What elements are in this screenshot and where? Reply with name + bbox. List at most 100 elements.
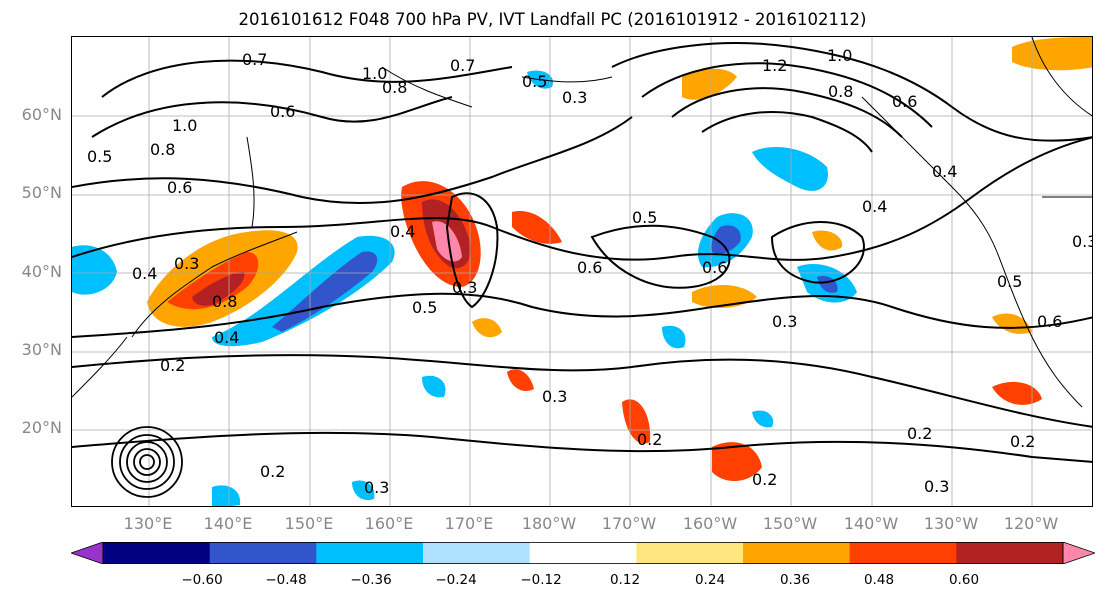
contour-label: 1.0 — [362, 64, 387, 83]
lat-label: 60°N — [21, 105, 62, 124]
colorbar-tick-label: −0.24 — [435, 572, 477, 588]
contour-label: 0.3 — [452, 278, 477, 297]
contour-label: 0.6 — [577, 258, 602, 277]
coastlines — [72, 37, 1092, 408]
shade-negative — [752, 410, 774, 428]
shade-positive — [622, 399, 651, 444]
shade-positive — [167, 252, 259, 310]
shade-positive — [192, 272, 245, 306]
shade-negative — [422, 375, 446, 398]
lon-label: 130°W — [923, 514, 979, 533]
shade-positive — [512, 211, 562, 244]
contour-label: 0.5 — [997, 272, 1022, 291]
contour-label: 1.0 — [172, 116, 197, 135]
colorbar-extend-low — [71, 542, 104, 564]
contour-label: 0.8 — [828, 82, 853, 101]
contour-label: 0.3 — [542, 387, 567, 406]
shade-negative — [72, 245, 117, 295]
lon-label: 170°E — [444, 514, 494, 533]
colorbar-segment — [103, 542, 211, 564]
shade-negative — [711, 225, 741, 254]
shade-negative — [352, 480, 375, 501]
shade-positive — [812, 230, 843, 251]
colorbar-segment — [529, 542, 637, 564]
contour-label: 0.4 — [932, 162, 957, 181]
shade-positive — [432, 221, 462, 262]
contour-label: 1.0 — [827, 46, 852, 65]
pv-contours — [72, 42, 1092, 463]
map-canvas: 0.7 1.0 0.8 0.7 0.5 0.3 1.2 1.0 0.8 0.6 … — [72, 37, 1093, 506]
shade-positive — [682, 68, 737, 100]
lon-label: 140°W — [843, 514, 899, 533]
colorbar-segment — [743, 542, 851, 564]
map-panel: 0.7 1.0 0.8 0.7 0.5 0.3 1.2 1.0 0.8 0.6 … — [71, 36, 1093, 507]
colorbar-extend-high — [1062, 542, 1095, 564]
contour-label: 0.4 — [132, 264, 157, 283]
contour-label: 0.2 — [907, 424, 932, 443]
contour-label: 0.8 — [382, 78, 407, 97]
colorbar-segment — [956, 542, 1064, 564]
shade-negative — [662, 325, 686, 349]
lon-label: 150°E — [284, 514, 334, 533]
lat-label: 50°N — [21, 183, 62, 202]
contour-label: 0.3 — [772, 312, 797, 331]
shade-positive — [992, 381, 1042, 405]
contour-label: 0.6 — [892, 92, 917, 111]
contour-label: 0.3 — [364, 478, 389, 497]
shade-negative — [752, 147, 828, 191]
colorbar-outline — [102, 542, 1064, 564]
map-title: 2016101612 F048 700 hPa PV, IVT Landfall… — [238, 10, 867, 29]
colorbar-tick-label: −0.12 — [520, 572, 562, 588]
contour-label: 0.4 — [214, 328, 239, 347]
colorbar-segment — [636, 542, 744, 564]
colorbar-tick-label: −0.48 — [265, 572, 307, 588]
contour-label: 0.7 — [450, 56, 475, 75]
shade-negative — [212, 485, 241, 506]
colorbar-tick-label: 0.24 — [694, 572, 726, 588]
contour-label: 0.5 — [632, 208, 657, 227]
contour-label: 0.3 — [174, 254, 199, 273]
shade-positive — [712, 442, 762, 482]
lon-label: 160°W — [682, 514, 738, 533]
lon-label: 180°W — [521, 514, 577, 533]
contour-label: 1.2 — [762, 56, 787, 75]
contour-label: 0.4 — [862, 197, 887, 216]
colorbar-tick-label: 0.12 — [609, 572, 641, 588]
contour-label: 0.2 — [637, 430, 662, 449]
colorbar-segment — [423, 542, 531, 564]
graticule — [72, 37, 1092, 506]
shade-positive — [992, 313, 1032, 334]
colorbar-segment — [849, 542, 957, 564]
lon-label: 160°E — [364, 514, 414, 533]
contour-label: 0.3 — [1072, 232, 1093, 251]
colorbar-tick-label: 0.60 — [948, 572, 980, 588]
lat-label: 30°N — [21, 340, 62, 359]
contour-label: 0.5 — [522, 72, 547, 91]
lat-label: 20°N — [21, 418, 62, 437]
contour-label: 0.5 — [87, 147, 112, 166]
colorbar-tick-label: 0.48 — [863, 572, 895, 588]
lon-label: 140°E — [203, 514, 253, 533]
contour-label: 0.8 — [212, 292, 237, 311]
shade-positive — [507, 369, 534, 392]
contour-label: 0.3 — [562, 88, 587, 107]
contour-label: 0.2 — [752, 470, 777, 489]
contour-label: 0.2 — [1010, 432, 1035, 451]
contour-label: 0.2 — [260, 462, 285, 481]
contour-label: 0.7 — [242, 50, 267, 69]
contour-label: 0.6 — [702, 258, 727, 277]
shade-positive — [472, 318, 502, 338]
contour-label: 0.2 — [160, 356, 185, 375]
colorbar-tick-label: −0.60 — [181, 572, 223, 588]
contour-label: 0.6 — [167, 178, 192, 197]
lon-label: 130°E — [123, 514, 173, 533]
colorbar-segment — [209, 542, 317, 564]
contour-label: 0.6 — [1037, 312, 1062, 331]
contour-label-layer: 0.7 1.0 0.8 0.7 0.5 0.3 1.2 1.0 0.8 0.6 … — [87, 46, 1093, 497]
cyclone-rings — [111, 426, 183, 498]
colorbar-tick-label: −0.36 — [350, 572, 392, 588]
contour-label: 0.3 — [924, 477, 949, 496]
colorbar — [71, 542, 1095, 564]
colorbar-segment — [316, 542, 424, 564]
lon-label: 120°W — [1003, 514, 1059, 533]
